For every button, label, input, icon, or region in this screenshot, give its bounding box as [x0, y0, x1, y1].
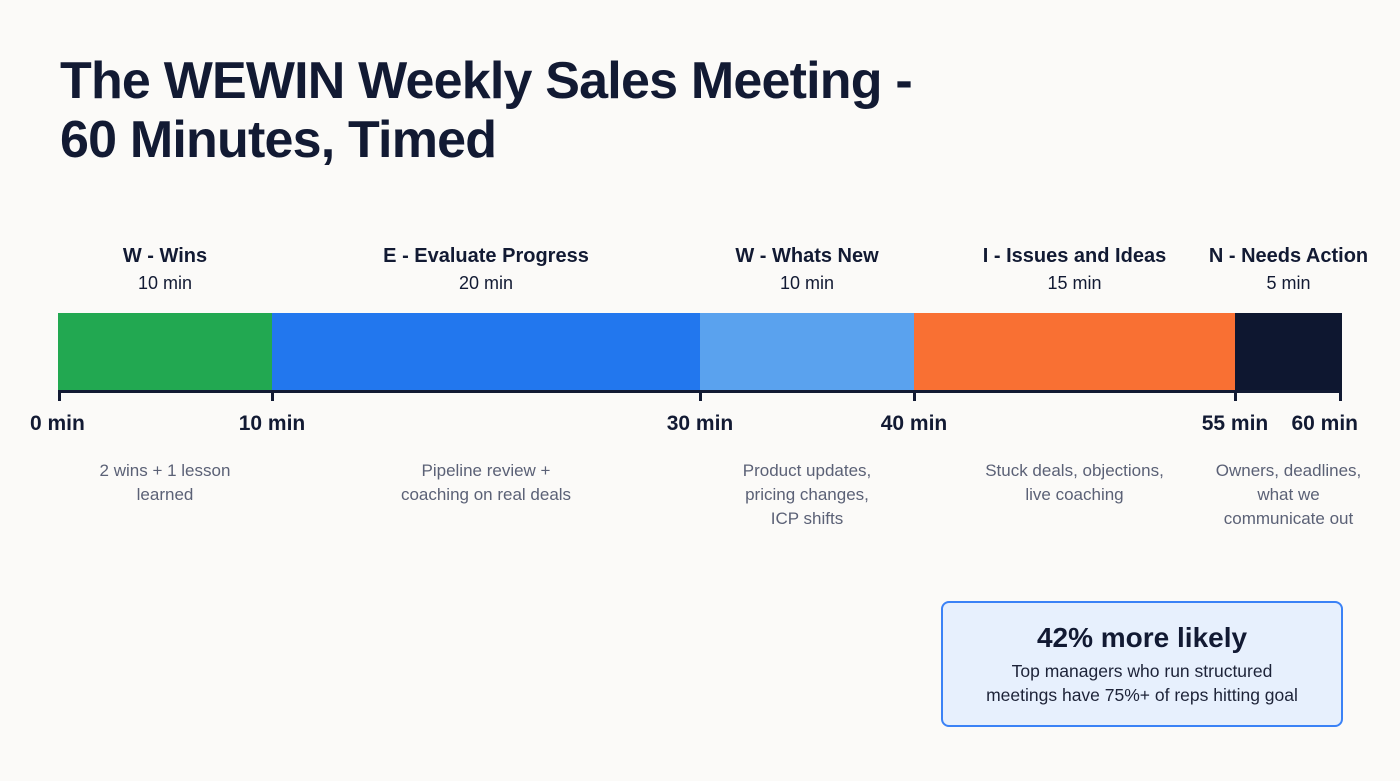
timeline-segment-5[interactable]: [1235, 313, 1342, 390]
segment-description-2: Pipeline review + coaching on real deals: [400, 461, 572, 505]
segment-name-5: N - Needs Action: [1208, 245, 1369, 267]
segment-description-4: Stuck deals, objections, live coaching: [985, 461, 1164, 505]
axis-tick-30min: [699, 390, 702, 401]
callout-body-text: Top managers who run structured meetings…: [986, 661, 1298, 705]
segment-description-3: Product updates, pricing changes, ICP sh…: [742, 461, 872, 529]
segment-header-5: N - Needs Action 5 min: [1114, 244, 1400, 295]
segment-name-4: I - Issues and Ideas: [982, 245, 1167, 267]
segment-duration-2: 20 min: [458, 273, 514, 293]
axis-tick-0min: [58, 390, 61, 401]
axis-tick-label-40min: 40 min: [880, 412, 948, 435]
axis-tick-10min: [271, 390, 274, 401]
axis-tick-60min: [1339, 390, 1342, 401]
segment-header-3: W - Whats New 10 min: [632, 244, 982, 295]
segment-name-3: W - Whats New: [735, 245, 879, 267]
segment-header-4: I - Issues and Ideas 15 min: [900, 244, 1250, 295]
segment-duration-1: 10 min: [137, 273, 193, 293]
segment-name-1: W - Wins: [122, 245, 208, 267]
axis-tick-40min: [913, 390, 916, 401]
page-title: The WEWIN Weekly Sales Meeting - 60 Minu…: [60, 52, 1060, 170]
timeline-segment-3[interactable]: [700, 313, 914, 390]
axis-tick-55min: [1234, 390, 1237, 401]
segment-description-5: Owners, deadlines, what we communicate o…: [1215, 461, 1362, 529]
page-title-line-2: 60 Minutes, Timed: [60, 110, 497, 169]
segment-duration-4: 15 min: [1047, 273, 1102, 293]
callout-headline: 42% more likely: [1036, 621, 1248, 653]
segment-header-2: E - Evaluate Progress 20 min: [311, 244, 661, 295]
segment-description-1: 2 wins + 1 lesson learned: [99, 461, 231, 505]
timeline-segment-2[interactable]: [272, 313, 700, 390]
segment-duration-3: 10 min: [779, 273, 835, 293]
axis-tick-label-30min: 30 min: [666, 412, 734, 435]
segment-header-1: W - Wins 10 min: [0, 244, 340, 295]
statistic-callout-box: 42% more likely Top managers who run str…: [941, 601, 1343, 727]
axis-tick-label-55min: 55 min: [1201, 412, 1269, 435]
timeline-bar: [58, 313, 1342, 390]
axis-tick-label-0min: 0 min: [30, 412, 85, 435]
segment-duration-5: 5 min: [1266, 273, 1311, 293]
axis-tick-label-10min: 10 min: [238, 412, 306, 435]
axis-tick-label-60min: 60 min: [1291, 412, 1358, 435]
segment-name-2: E - Evaluate Progress: [383, 245, 589, 267]
timeline-segment-4[interactable]: [914, 313, 1235, 390]
page-title-line-1: The WEWIN Weekly Sales Meeting -: [60, 52, 913, 110]
timeline-segment-1[interactable]: [58, 313, 272, 390]
